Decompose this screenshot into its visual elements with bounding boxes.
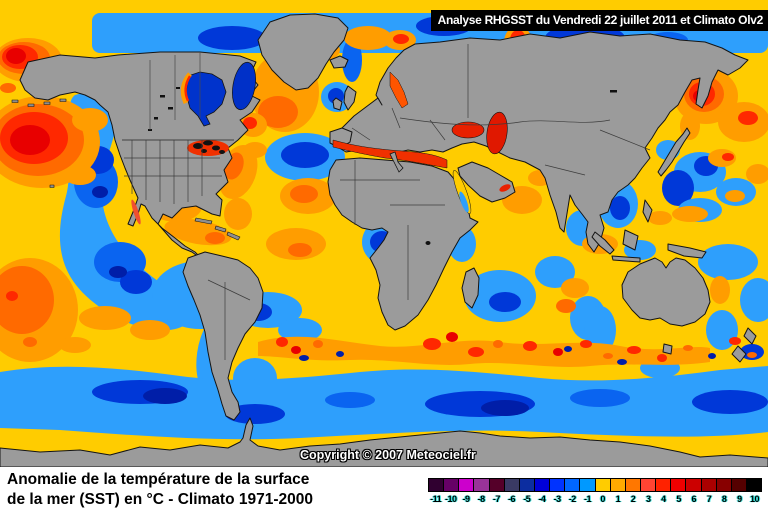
island-tasmania — [662, 343, 673, 355]
warm-anomaly-layer — [0, 10, 768, 367]
island-philippines — [642, 199, 653, 223]
black-sea-warm — [451, 121, 485, 139]
legend-swatch — [610, 479, 625, 491]
legend-tick-label: 4 — [661, 494, 666, 504]
legend-tick-label: -2 — [568, 494, 577, 504]
gulf-of-california-warm — [131, 199, 141, 225]
legend-tick-label: -9 — [462, 494, 470, 504]
legend-swatch — [474, 479, 489, 491]
legend-swatch — [534, 479, 550, 491]
island-ireland — [332, 97, 343, 111]
legend-tick-label: -4 — [538, 494, 546, 504]
legend-swatch — [625, 479, 640, 491]
legend-swatch — [671, 479, 686, 491]
copyright-label: Copyright © 2007 Meteociel.fr — [300, 448, 476, 462]
southern-ocean-cold-band — [0, 366, 768, 440]
borders-layer — [122, 44, 651, 360]
south-indian-warm-band — [258, 336, 710, 367]
legend-tick-label: 5 — [676, 494, 681, 504]
legend-tick-label: 9 — [737, 494, 742, 504]
island-new-zealand-north — [743, 327, 757, 345]
italy-boot — [389, 151, 404, 173]
legend-tick-label: 6 — [691, 494, 697, 504]
hudson-bay-cold — [185, 71, 227, 127]
davis-strait-cold — [232, 61, 256, 111]
legend-tick-label: 1 — [615, 494, 621, 504]
legend-swatch — [519, 479, 534, 491]
island-new-guinea — [667, 243, 707, 259]
legend-swatch — [686, 479, 701, 491]
island-iceland — [329, 55, 349, 69]
continent-greenland — [257, 13, 349, 91]
continent-antarctica — [0, 417, 768, 467]
island-great-britain — [343, 85, 357, 111]
island-java — [611, 255, 641, 263]
legend-swatch — [580, 479, 595, 491]
legend-tick-label: 10 — [750, 494, 760, 504]
legend-swatch — [716, 479, 731, 491]
inland-seas-layer — [131, 61, 617, 245]
legend-tick-label: 2 — [630, 494, 636, 504]
legend-label-row: -11 -10 -9 -8 -7 -6 -5 -4 -3 -2 -1 0 1 2 3 4 5 6 7 8 9 10 — [428, 494, 762, 504]
color-scale-legend: -11 -10 -9 -8 -7 -6 -5 -4 -3 -2 -1 0 1 2 3 4 5 6 7 8 9 10 — [428, 478, 762, 504]
small-islands — [11, 98, 241, 241]
island-madagascar — [461, 267, 480, 309]
caption-line-1: Anomalie de la température de la surface — [7, 471, 310, 488]
island-sumatra — [591, 231, 615, 255]
map-caption: Anomalie de la température de la surface… — [7, 470, 313, 509]
legend-tick-label: -1 — [583, 494, 592, 504]
legend-swatch — [565, 479, 580, 491]
legend-swatch — [731, 479, 746, 491]
legend-swatch — [489, 479, 504, 491]
sst-anomaly-map — [0, 10, 768, 467]
analysis-banner-text: Analyse RHGSST du Vendredi 22 juillet 20… — [437, 13, 764, 27]
caspian-sea-warm — [486, 111, 508, 155]
legend-swatch — [444, 479, 459, 491]
legend-tick-label: 7 — [706, 494, 712, 504]
analysis-banner: Analyse RHGSST du Vendredi 22 juillet 20… — [430, 10, 768, 31]
legend-tick-label: 0 — [600, 494, 605, 504]
legend-swatch — [656, 479, 671, 491]
legend-swatch — [640, 479, 656, 491]
peninsula-arabia — [457, 161, 516, 203]
legend-tick-label: -3 — [553, 494, 562, 504]
legend-swatch-row — [428, 478, 762, 492]
caption-line-2: de la mer (SST) en °C - Climato 1971-200… — [7, 490, 313, 508]
legend-swatch — [595, 479, 610, 491]
hudson-bay-warm-ring — [180, 72, 192, 105]
legend-tick-label: -8 — [477, 494, 486, 504]
legend-tick-label: 3 — [645, 494, 651, 504]
continent-australia — [621, 257, 711, 327]
legend-tick-label: -11 — [430, 494, 442, 504]
legend-tick-label: -10 — [445, 494, 457, 504]
legend-tick-label: -6 — [508, 494, 516, 504]
world-map-area: Analyse RHGSST du Vendredi 22 juillet 20… — [0, 0, 768, 467]
continent-south-america — [182, 251, 264, 421]
legend-swatch — [504, 479, 519, 491]
island-new-zealand-south — [731, 345, 747, 363]
island-borneo — [622, 229, 639, 251]
legend-swatch — [429, 479, 444, 491]
legend-swatch — [701, 479, 716, 491]
baltic-sea-warm — [389, 71, 409, 109]
footer-bar: Anomalie de la température de la surface… — [0, 467, 768, 512]
legend-tick-label: -7 — [492, 494, 501, 504]
legend-tick-label: 8 — [721, 494, 727, 504]
persian-gulf-warm — [499, 184, 511, 192]
legend-swatch — [459, 479, 474, 491]
legend-tick-label: -5 — [523, 494, 531, 504]
continents-layer — [0, 13, 768, 467]
island-japan — [657, 127, 691, 177]
great-lakes — [193, 140, 225, 154]
legend-swatch — [746, 479, 762, 491]
legend-swatch — [550, 479, 565, 491]
